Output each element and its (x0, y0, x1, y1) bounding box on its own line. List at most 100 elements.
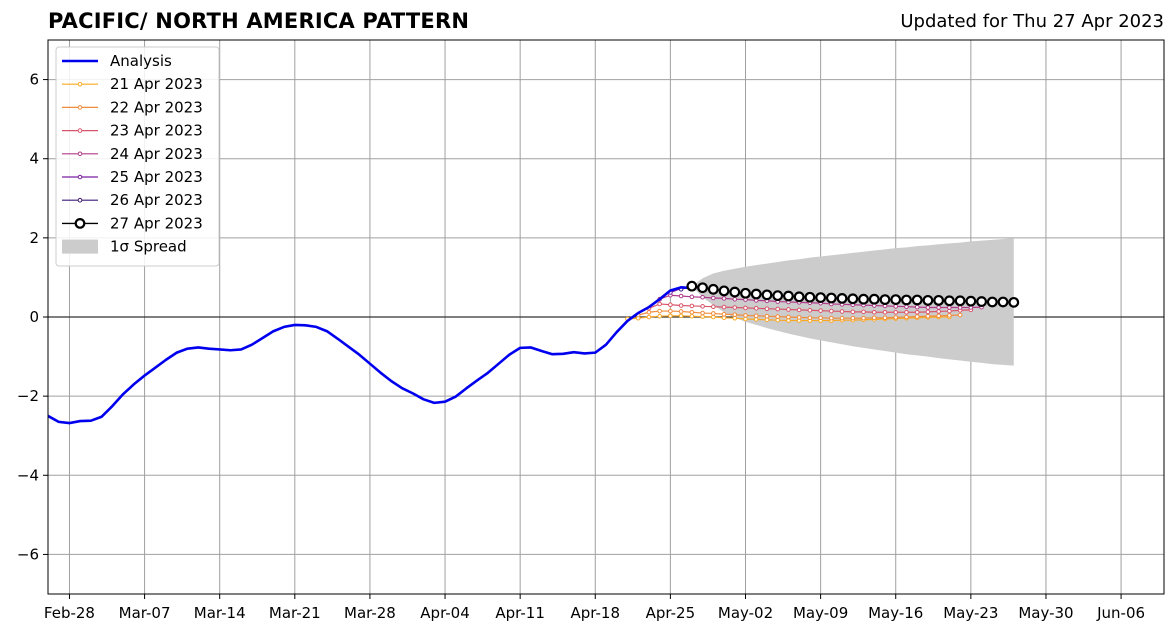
latest-forecast-point (997, 296, 1009, 308)
forecast-point (700, 294, 705, 300)
forecast-point (732, 315, 738, 321)
latest-forecast-point (825, 292, 837, 304)
latest-forecast-point (707, 283, 719, 295)
latest-forecast-point (729, 286, 741, 298)
legend-swatch-marker (77, 105, 83, 110)
forecast-point (786, 314, 791, 320)
forecast-point (732, 296, 738, 302)
forecast-point (743, 316, 748, 322)
latest-forecast-point (965, 295, 977, 307)
latest-forecast-point (793, 291, 805, 303)
forecast-point (732, 305, 738, 310)
forecast-point (668, 313, 673, 319)
forecast-point (796, 307, 802, 313)
y-tick-label: 0 (29, 308, 39, 326)
forecast-point (689, 309, 695, 315)
forecast-point (657, 308, 662, 314)
legend-label: 27 Apr 2023 (110, 214, 203, 232)
forecast-point (732, 312, 738, 317)
forecast-point (936, 313, 941, 319)
forecast-point (711, 311, 716, 316)
forecast-point (721, 304, 727, 310)
forecast-point (764, 306, 770, 311)
legend-label: 25 Apr 2023 (110, 168, 203, 186)
forecast-point (678, 293, 684, 299)
latest-forecast-point (697, 282, 708, 294)
legend-label: 26 Apr 2023 (110, 191, 203, 209)
forecast-point (807, 315, 813, 321)
forecast-point (925, 309, 931, 315)
latest-forecast-point (750, 288, 762, 300)
latest-forecast-point (933, 294, 945, 306)
forecast-point (871, 315, 877, 321)
legend-label: 21 Apr 2023 (110, 75, 203, 93)
forecast-point (957, 312, 963, 318)
latest-forecast-point (686, 280, 698, 292)
latest-forecast-point (911, 294, 923, 306)
legend-label: 23 Apr 2023 (110, 122, 203, 140)
x-tick-label: Apr-04 (420, 604, 470, 622)
forecast-point (893, 315, 899, 320)
forecast-point (861, 309, 866, 315)
legend-label: 22 Apr 2023 (110, 98, 203, 116)
y-tick-label: −2 (17, 387, 39, 405)
forecast-point (711, 314, 716, 320)
forecast-point (850, 315, 856, 321)
forecast-point (893, 304, 899, 309)
latest-forecast-point (740, 287, 751, 299)
latest-forecast-point (901, 294, 912, 306)
latest-forecast-point (879, 294, 891, 305)
forecast-point (657, 313, 662, 319)
latest-forecast-point (815, 292, 827, 304)
legend-swatch-marker (74, 217, 86, 229)
latest-forecast-point (847, 293, 859, 305)
latest-forecast-point (783, 290, 794, 302)
legend-swatch-marker (77, 174, 83, 180)
latest-forecast-point (976, 296, 987, 307)
forecast-point (914, 304, 920, 310)
latest-forecast-point (718, 285, 730, 297)
forecast-point (711, 304, 716, 310)
forecast-point (668, 308, 673, 314)
forecast-point (871, 309, 877, 315)
x-tick-label: May-09 (793, 604, 848, 622)
y-tick-label: 2 (29, 229, 39, 247)
forecast-point (947, 313, 952, 318)
forecast-point (646, 314, 652, 320)
forecast-point (925, 313, 931, 319)
forecast-point (700, 310, 705, 316)
forecast-point (775, 314, 780, 319)
forecast-point (764, 313, 770, 319)
forecast-point (700, 304, 705, 309)
forecast-point (925, 305, 931, 310)
axes: −6 −4 −2 0 2 4 6 Feb-28 Mar-07 Mar-14 Mar-21 Mar-28… (17, 39, 1165, 622)
forecast-point (721, 315, 727, 321)
forecast-point (936, 309, 941, 314)
forecast-point (807, 307, 813, 313)
forecast-point (904, 309, 909, 315)
forecast-point (882, 309, 888, 315)
forecast-point (861, 315, 866, 321)
legend-label: Analysis (110, 52, 172, 70)
forecast-point (775, 306, 780, 312)
forecast-point (786, 318, 791, 323)
forecast-point (764, 317, 770, 323)
latest-forecast-point (922, 294, 934, 306)
x-tick-label: Mar-28 (344, 604, 396, 622)
forecast-point (786, 307, 791, 312)
forecast-point (904, 304, 909, 310)
analysis-line (47, 286, 692, 425)
forecast-point (796, 315, 802, 320)
forecast-point (829, 308, 834, 314)
forecast-point (957, 305, 963, 310)
latest-forecast-point (858, 293, 869, 305)
legend-label: 1σ Spread (110, 238, 187, 256)
forecast-point (818, 308, 823, 313)
forecast-point (678, 313, 684, 319)
forecast-point (775, 317, 780, 323)
legend-swatch-marker (77, 81, 83, 87)
forecast-point (850, 309, 856, 315)
x-tick-label: May-30 (1018, 604, 1073, 622)
forecast-point (743, 313, 748, 318)
x-tick-label: Mar-14 (194, 604, 246, 622)
